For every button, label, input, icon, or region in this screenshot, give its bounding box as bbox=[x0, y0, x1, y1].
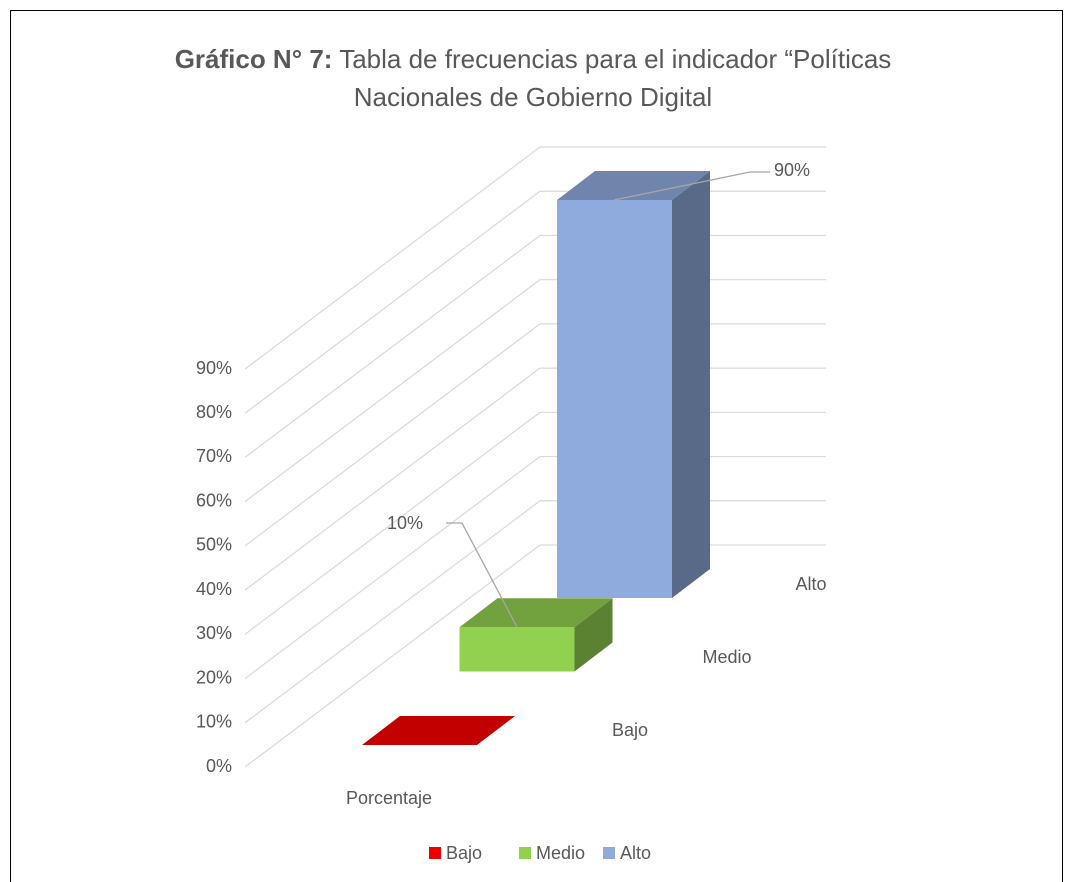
bar-top bbox=[557, 171, 710, 200]
title-text: Tabla de frecuencias para el indicador “… bbox=[339, 44, 892, 112]
x-tick-label: Porcentaje bbox=[346, 788, 432, 808]
depth-label: Medio bbox=[702, 647, 751, 667]
legend-label: Medio bbox=[536, 843, 585, 863]
title-label: Gráfico N° 7: bbox=[174, 44, 333, 74]
grid-line bbox=[244, 190, 541, 414]
grid-line bbox=[244, 500, 541, 724]
bar-side bbox=[672, 171, 710, 598]
depth-label: Alto bbox=[795, 574, 826, 594]
chart-title: Gráfico N° 7: Tabla de frecuencias para … bbox=[128, 40, 938, 116]
y-tick-label: 30% bbox=[196, 623, 232, 643]
chart-frame bbox=[10, 10, 1063, 882]
y-tick-label: 20% bbox=[196, 667, 232, 687]
bar-top bbox=[459, 598, 613, 628]
bar-front bbox=[557, 200, 672, 598]
grid-line bbox=[244, 279, 541, 503]
grid-line bbox=[244, 544, 541, 768]
y-tick-label: 90% bbox=[196, 358, 232, 378]
y-tick-label: 60% bbox=[196, 490, 232, 510]
legend-swatch bbox=[429, 847, 441, 859]
data-label: 90% bbox=[774, 160, 810, 180]
y-tick-label: 0% bbox=[206, 756, 232, 776]
legend-swatch bbox=[603, 847, 615, 859]
y-tick-label: 80% bbox=[196, 402, 232, 422]
grid-line bbox=[244, 146, 541, 370]
bar-side bbox=[574, 598, 613, 672]
leader-line bbox=[446, 522, 518, 628]
bar-front bbox=[459, 627, 575, 672]
y-tick-label: 10% bbox=[196, 712, 232, 732]
legend-swatch bbox=[519, 847, 531, 859]
depth-label: Bajo bbox=[612, 720, 648, 740]
y-tick-label: 40% bbox=[196, 579, 232, 599]
y-tick-label: 50% bbox=[196, 535, 232, 555]
grid-line bbox=[244, 367, 541, 591]
grid-line bbox=[244, 323, 541, 547]
grid-line bbox=[244, 456, 541, 680]
data-label: 10% bbox=[387, 513, 423, 533]
y-tick-label: 70% bbox=[196, 446, 232, 466]
bar-top bbox=[362, 716, 515, 745]
grid-line bbox=[244, 411, 541, 635]
grid-line bbox=[244, 234, 541, 458]
legend-label: Bajo bbox=[446, 843, 482, 863]
leader-line bbox=[613, 171, 770, 201]
legend-label: Alto bbox=[620, 843, 651, 863]
